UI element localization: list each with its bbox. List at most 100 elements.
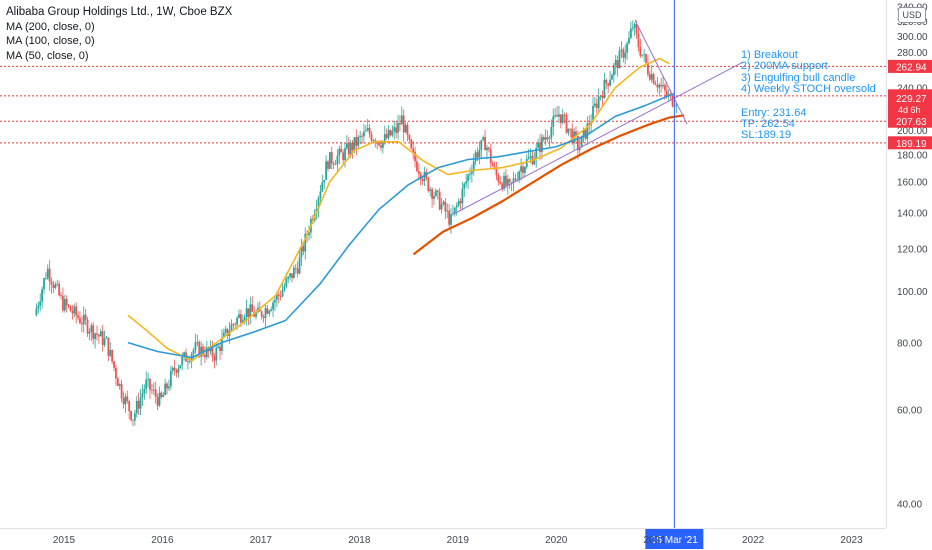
candle-body xyxy=(88,332,91,334)
candle-body xyxy=(512,178,515,183)
candle-body xyxy=(241,320,244,323)
candle-body xyxy=(563,114,566,116)
candle-body xyxy=(124,396,127,405)
candle-body xyxy=(518,171,521,180)
candle-body xyxy=(522,166,524,173)
candle-body xyxy=(486,147,488,151)
candle-body xyxy=(48,268,51,282)
candle-body xyxy=(321,182,324,192)
candle-body xyxy=(35,308,38,316)
candle-body xyxy=(285,278,288,287)
legend-ma100[interactable]: MA (100, close, 0) xyxy=(6,35,95,47)
candle-body xyxy=(482,137,485,141)
candle-body xyxy=(463,183,466,189)
crosshair-time-box xyxy=(645,529,704,549)
candle-body xyxy=(366,127,369,131)
candle-body xyxy=(232,324,235,326)
legend-ma50[interactable]: MA (50, close, 0) xyxy=(6,49,89,62)
candle-body xyxy=(416,161,418,171)
candle-body xyxy=(177,368,180,373)
candle-body xyxy=(82,314,85,325)
candle-body xyxy=(487,147,490,150)
candle-body xyxy=(347,143,350,155)
candle-body xyxy=(618,50,621,69)
candle-body xyxy=(567,128,570,133)
candle-body xyxy=(658,84,661,88)
candle-body xyxy=(270,309,273,311)
candle-body xyxy=(660,84,663,87)
candle-body xyxy=(94,333,97,339)
candle-body xyxy=(372,140,375,142)
candle-body xyxy=(444,201,447,212)
candle-body xyxy=(109,349,112,356)
candle-body xyxy=(580,135,583,148)
trendline xyxy=(452,61,744,215)
candle-body xyxy=(77,315,79,318)
note-stoch: 4) Weekly STOCH oversold xyxy=(741,83,876,96)
candle-body xyxy=(219,346,221,351)
candle-body xyxy=(291,273,293,279)
candle-body xyxy=(249,304,252,318)
candle-body xyxy=(582,129,585,136)
candle-body xyxy=(300,246,303,258)
candle-body xyxy=(183,352,185,357)
candle-body xyxy=(353,137,356,151)
candle-body xyxy=(548,137,551,139)
candle-body xyxy=(342,152,345,161)
candle-body xyxy=(559,114,562,123)
candle-body xyxy=(484,137,487,151)
currency-badge[interactable]: USD xyxy=(898,7,926,23)
candle-body xyxy=(643,54,646,55)
candle-body xyxy=(346,143,348,149)
candle-body xyxy=(162,394,165,397)
candle-body xyxy=(198,342,201,357)
candle-body xyxy=(135,400,138,414)
candle-body xyxy=(629,28,632,38)
candle-body xyxy=(569,128,572,130)
candle-body xyxy=(631,27,634,29)
candle-body xyxy=(289,273,292,277)
candle-body xyxy=(238,314,240,318)
symbol-title[interactable]: Alibaba Group Holdings Ltd., 1W, Cboe BZ… xyxy=(6,6,233,18)
candle-body xyxy=(399,123,401,125)
candle-body xyxy=(296,268,299,274)
candle-body xyxy=(90,325,93,333)
candle-body xyxy=(478,149,481,158)
candle-body xyxy=(275,294,278,300)
candle-body xyxy=(628,37,630,44)
x-tick-label: 2023 xyxy=(840,535,863,546)
y-tick-label: 100.00 xyxy=(897,287,928,298)
candle-body xyxy=(565,114,568,133)
y-tick-label: 80.00 xyxy=(897,339,922,350)
candle-body xyxy=(611,75,613,80)
y-tick-label: 120.00 xyxy=(897,245,928,256)
candle-body xyxy=(406,124,409,135)
candle-body xyxy=(550,126,553,138)
candle-body xyxy=(328,152,331,169)
candle-body xyxy=(60,295,62,296)
candle-body xyxy=(230,324,233,331)
candle-body xyxy=(505,175,507,186)
candle-body xyxy=(43,278,45,290)
x-tick-label: 2017 xyxy=(250,535,273,546)
legend-ma200[interactable]: MA (200, close, 0) xyxy=(6,20,95,33)
candle-body xyxy=(556,115,558,117)
candle-body xyxy=(378,141,380,146)
candle-body xyxy=(389,130,392,136)
candle-body xyxy=(400,115,403,125)
candle-body xyxy=(274,299,276,303)
candle-body xyxy=(499,181,502,184)
candle-body xyxy=(84,314,87,320)
candle-body xyxy=(665,90,668,96)
candle-body xyxy=(221,337,223,351)
x-tick-label: 2020 xyxy=(545,535,568,546)
candle-body xyxy=(544,137,547,140)
candle-body xyxy=(69,306,72,312)
candle-body xyxy=(115,367,117,379)
candle-body xyxy=(664,85,666,91)
candle-body xyxy=(605,79,608,84)
